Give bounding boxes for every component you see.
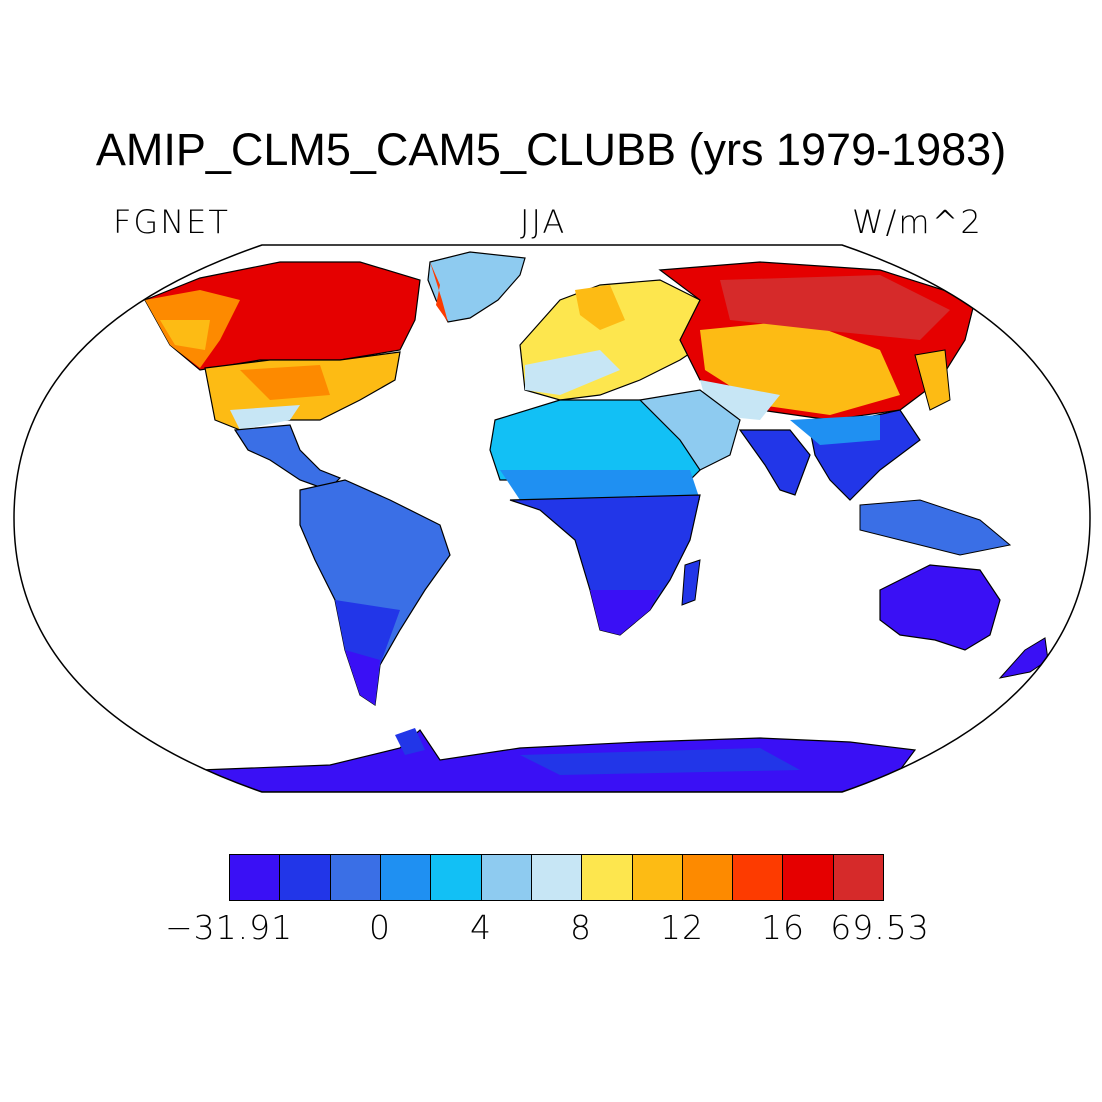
alaska-yellow [160, 320, 210, 350]
colorbar-label-16: 16 [761, 908, 805, 947]
new-zealand [998, 637, 1049, 679]
europe-scandinavia [575, 285, 625, 330]
colorbar-label-0: 0 [369, 908, 391, 947]
africa-north [489, 399, 701, 481]
colorbar-box-4 [380, 855, 432, 900]
units-label: W/m^2 [852, 203, 983, 241]
africa-sahel [500, 470, 700, 500]
colorbar-label-12: 12 [660, 908, 704, 947]
colorbar-label-8: 8 [570, 908, 592, 947]
colorbar-box-7 [531, 855, 583, 900]
australia [879, 564, 1001, 651]
colorbar-box-3 [330, 855, 381, 900]
colorbar-box-8 [582, 855, 633, 900]
colorbar-box-1 [230, 855, 281, 900]
india [738, 429, 811, 496]
madagascar [681, 559, 701, 606]
south-america-tip [345, 650, 380, 705]
africa-tip [590, 590, 660, 635]
europe-light [525, 350, 620, 395]
central-america [233, 424, 342, 491]
antarctica-east-light [520, 748, 800, 775]
colorbar-box-6 [481, 855, 532, 900]
indonesia [859, 499, 1012, 556]
greenland-edge [430, 262, 448, 322]
north-america-light [230, 405, 300, 430]
colorbar-label-max: 69.53 [830, 908, 930, 947]
colorbar-box-9 [632, 855, 683, 900]
variable-label: FGNET [113, 203, 230, 241]
colorbar-box-13 [833, 855, 884, 900]
china-south [790, 415, 880, 445]
colorbar-box-5 [431, 855, 482, 900]
colorbar-box-11 [733, 855, 784, 900]
colorbar-label-4: 4 [470, 908, 492, 947]
siberia-red-core [720, 275, 950, 340]
south-america-south [335, 600, 400, 705]
antarctica-peninsula [395, 728, 425, 755]
season-label: JJA [520, 203, 567, 241]
map-title: AMIP_CLM5_CAM5_CLUBB (yrs 1979-1983) [95, 124, 1007, 175]
colorbar-label-min: −31.91 [164, 908, 294, 947]
colorbar-box-2 [280, 855, 331, 900]
north-america-mid-orange [240, 365, 330, 400]
japan [914, 349, 951, 411]
globe-outline [13, 244, 1091, 793]
colorbar [229, 854, 884, 901]
colorbar-box-10 [682, 855, 734, 900]
greenland-region [427, 251, 526, 323]
colorbar-box-12 [783, 855, 834, 900]
